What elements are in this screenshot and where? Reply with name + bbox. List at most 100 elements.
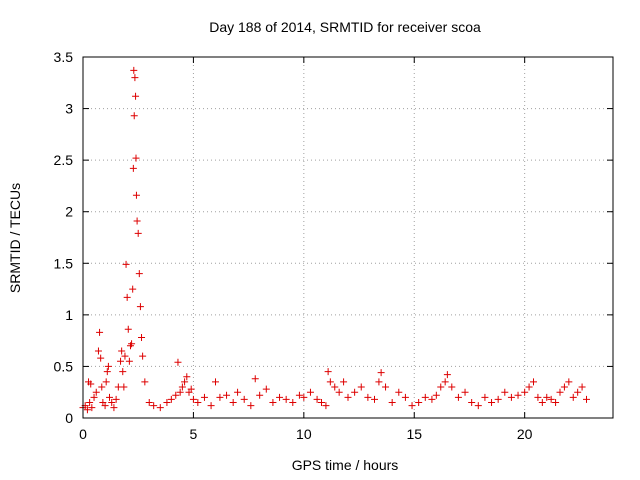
data-point — [289, 399, 297, 407]
x-tick-label: 0 — [79, 426, 87, 442]
y-tick-label: 1.5 — [54, 255, 74, 271]
data-point — [129, 285, 137, 293]
data-point — [565, 378, 573, 386]
data-point — [183, 373, 191, 381]
x-axis-ticks: 0 5 10 15 20 — [79, 57, 533, 442]
data-point — [223, 391, 231, 399]
data-point — [377, 369, 385, 377]
data-point — [102, 378, 110, 386]
data-point — [351, 388, 359, 396]
data-point — [388, 399, 396, 407]
x-tick-label: 20 — [517, 426, 533, 442]
y-tick-label: 2.5 — [54, 152, 74, 168]
y-tick-label: 0 — [65, 410, 73, 426]
y-tick-label: 2 — [65, 204, 73, 220]
data-point — [112, 395, 120, 403]
data-point — [326, 378, 334, 386]
grid-lines — [83, 57, 613, 418]
data-point — [176, 388, 184, 396]
data-point — [189, 395, 197, 403]
data-point — [357, 383, 365, 391]
x-axis-label: GPS time / hours — [292, 457, 399, 473]
data-point — [130, 66, 138, 74]
data-point — [229, 399, 237, 407]
data-point — [282, 395, 290, 403]
data-point — [132, 154, 140, 162]
data-point — [560, 383, 568, 391]
data-point — [306, 388, 314, 396]
data-point — [543, 393, 551, 401]
data-point — [132, 191, 140, 199]
y-axis-label: SRMTID / TECUs — [7, 183, 23, 293]
data-point — [88, 404, 96, 412]
data-point — [121, 352, 129, 360]
data-point — [145, 399, 153, 407]
data-point — [525, 383, 533, 391]
data-point — [118, 347, 126, 355]
data-point — [454, 393, 462, 401]
data-point — [276, 393, 284, 401]
data-point — [318, 399, 325, 407]
data-point — [133, 217, 141, 225]
data-point — [583, 395, 590, 403]
data-point — [530, 378, 537, 386]
data-point — [344, 393, 352, 401]
data-point — [488, 399, 496, 407]
plot-frame — [82, 56, 614, 419]
data-point — [538, 399, 546, 407]
data-point — [174, 358, 182, 366]
data-point — [131, 74, 139, 82]
data-point — [556, 388, 564, 396]
data-point — [90, 393, 98, 401]
data-point — [448, 383, 456, 391]
data-point — [300, 393, 308, 401]
y-tick-label: 0.5 — [54, 358, 74, 374]
data-point — [364, 393, 372, 401]
data-point — [428, 395, 436, 403]
data-point — [395, 388, 403, 396]
data-point — [247, 402, 255, 410]
data-point — [108, 399, 116, 407]
data-point — [92, 388, 100, 396]
data-point — [135, 270, 143, 278]
data-point — [335, 388, 343, 396]
y-tick-label: 3 — [65, 101, 73, 117]
x-tick-label: 10 — [296, 426, 312, 442]
data-point — [207, 402, 215, 410]
data-point — [128, 340, 136, 348]
data-point — [167, 395, 175, 403]
data-point — [212, 378, 219, 386]
data-point — [194, 399, 202, 407]
data-point — [256, 391, 264, 399]
data-point — [441, 378, 449, 386]
data-point — [474, 402, 482, 410]
data-point — [187, 385, 195, 393]
data-point — [501, 388, 509, 396]
data-point — [340, 378, 348, 386]
data-point — [295, 391, 303, 399]
data-point — [552, 399, 560, 407]
data-point — [574, 388, 582, 396]
data-point — [569, 393, 577, 401]
data-point — [234, 388, 242, 396]
data-point — [103, 368, 111, 376]
data-point — [141, 378, 149, 386]
data-point — [262, 385, 270, 393]
x-tick-label: 15 — [406, 426, 422, 442]
y-tick-label: 3.5 — [54, 49, 74, 65]
data-points — [79, 66, 590, 414]
data-point — [101, 402, 109, 410]
data-point — [163, 399, 171, 407]
data-point — [117, 357, 125, 365]
data-point — [181, 378, 189, 386]
data-point — [136, 303, 144, 311]
data-point — [138, 334, 146, 342]
data-point — [87, 380, 95, 388]
data-point — [104, 362, 112, 370]
data-point — [134, 229, 142, 237]
data-point — [178, 383, 186, 391]
data-point — [269, 399, 277, 407]
data-point — [124, 325, 132, 333]
data-point — [86, 399, 94, 407]
